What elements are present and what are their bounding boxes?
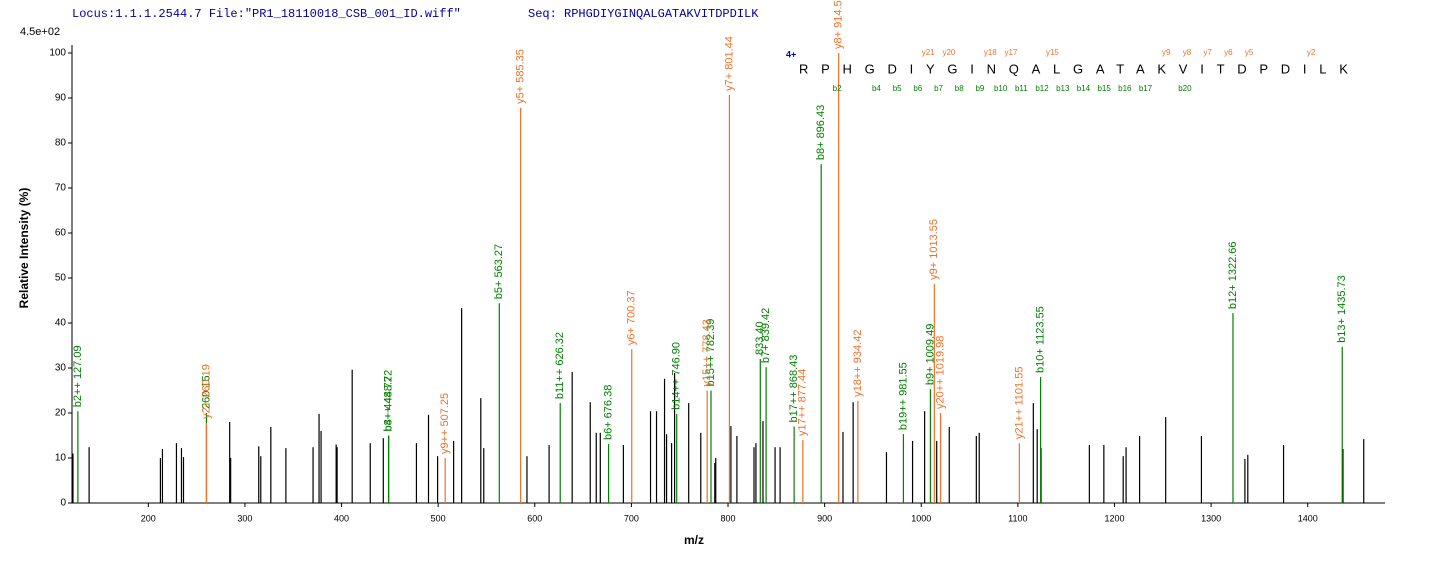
y-axis-label: Relative Intensity (%): [17, 188, 31, 309]
header-seq: Seq: RPHGDIYGINQALGATAKVITDPDILK: [528, 7, 759, 21]
y-marker: y9: [1162, 48, 1171, 57]
peak-label: y18++ 934.42: [852, 330, 864, 397]
b-marker: b15: [1097, 84, 1111, 93]
y-tick-label: 50: [55, 273, 67, 284]
x-tick-label: 400: [334, 513, 349, 523]
y-tick-label: 10: [55, 453, 67, 464]
x-tick-label: 600: [527, 513, 542, 523]
y-tick-label: 60: [55, 228, 67, 239]
header-locus: Locus:1.1.1.2544.7 File:"PR1_18110018_CS…: [72, 7, 461, 21]
b-marker: b14: [1077, 84, 1091, 93]
peak-label: b8++ 448.72: [383, 370, 395, 432]
peak-label: y20++ 1019.98: [934, 336, 946, 409]
y-tick-label: 30: [55, 363, 67, 374]
peak-label: b8+ 896.43: [815, 105, 827, 160]
x-tick-label: 900: [817, 513, 832, 523]
peak-label: b10+ 1123.55: [1035, 306, 1047, 373]
y-tick-label: 100: [49, 48, 66, 59]
x-tick-label: 200: [141, 513, 156, 523]
y-marker: y18: [984, 48, 997, 57]
peak-label: y5+ 585.35: [515, 49, 527, 104]
y-marker: y5: [1245, 48, 1254, 57]
peak-label: 833.40: [754, 321, 766, 355]
peak-label: y7+ 801.44: [723, 36, 735, 91]
y-tick-label: 20: [55, 408, 67, 419]
b-marker: b2: [833, 84, 842, 93]
peak-label: b2++ 127.09: [72, 345, 84, 407]
peak-label: b7+ 839.42: [760, 308, 772, 363]
peak-label: b13+ 1435.73: [1336, 275, 1348, 343]
peak-label: y15++ 778.43: [701, 319, 713, 386]
b-marker: b10: [994, 84, 1008, 93]
x-tick-label: 1300: [1201, 513, 1221, 523]
peak-label: y2+ 260.19: [200, 364, 212, 419]
x-tick-label: 300: [237, 513, 252, 523]
x-tick-label: 1000: [911, 513, 931, 523]
peak-label: y21++ 1101.55: [1013, 367, 1025, 440]
b-marker: b8: [955, 84, 964, 93]
y-marker: y20: [942, 48, 955, 57]
b-marker: b12: [1035, 84, 1049, 93]
b-marker: b5: [893, 84, 902, 93]
b-marker: b20: [1178, 84, 1192, 93]
y-marker: y2: [1307, 48, 1316, 57]
x-tick-label: 1200: [1104, 513, 1124, 523]
b-marker: b4: [872, 84, 881, 93]
x-tick-label: 800: [721, 513, 736, 523]
peak-label: y9++ 507.25: [439, 393, 451, 454]
y-tick-label: 90: [55, 93, 67, 104]
peak-label: 260.15: [200, 375, 212, 409]
b-marker: b16: [1118, 84, 1132, 93]
scale-label: 4.5e+02: [20, 26, 60, 38]
y-marker: y21: [922, 48, 935, 57]
b-marker: b9: [975, 84, 984, 93]
peak-label: b17++ 868.43: [788, 355, 800, 423]
peak-label: b12+ 1322.66: [1227, 241, 1239, 309]
y-tick-label: 80: [55, 138, 67, 149]
y-marker: y17: [1005, 48, 1018, 57]
b-marker: b6: [913, 84, 922, 93]
b-marker: b11: [1015, 84, 1028, 93]
peak-label: b14++ 746.90: [671, 342, 683, 410]
peak-label: b19++ 981.55: [897, 362, 909, 430]
peak-label: y17++ 877.44: [797, 369, 809, 436]
sequence: RPHGDIYGINQALGATAKVITDPDILK: [799, 61, 1348, 76]
peak-label: y6+ 700.37: [626, 290, 638, 345]
charge: 4+: [786, 49, 796, 59]
peak-label: b6+ 676.38: [602, 385, 614, 440]
x-tick-label: 500: [431, 513, 446, 523]
b-marker: b13: [1056, 84, 1070, 93]
x-tick-label: 1400: [1298, 513, 1318, 523]
y-tick-label: 0: [60, 498, 66, 509]
peak-label: y9+ 1013.55: [928, 219, 940, 280]
peak-label: y8+ 914.51: [833, 0, 845, 49]
x-tick-label: 700: [624, 513, 639, 523]
x-axis-label: m/z: [684, 533, 704, 547]
peak-label: b9+ 1009.49: [924, 324, 936, 385]
peak-label: b11++ 626.32: [554, 332, 566, 399]
y-tick-label: 40: [55, 318, 67, 329]
y-tick-label: 70: [55, 183, 67, 194]
peak-label: b15++ 782.39: [705, 319, 717, 387]
y-marker: y8: [1183, 48, 1192, 57]
y-marker: y15: [1046, 48, 1059, 57]
x-tick-label: 1100: [1008, 513, 1027, 523]
b-marker: b17: [1139, 84, 1153, 93]
peak-label: b4+ 448.72: [383, 376, 395, 431]
b-marker: b7: [934, 84, 943, 93]
y-marker: y7: [1203, 48, 1212, 57]
y-marker: y6: [1224, 48, 1233, 57]
peak-label: b5+ 563.27: [493, 244, 505, 299]
